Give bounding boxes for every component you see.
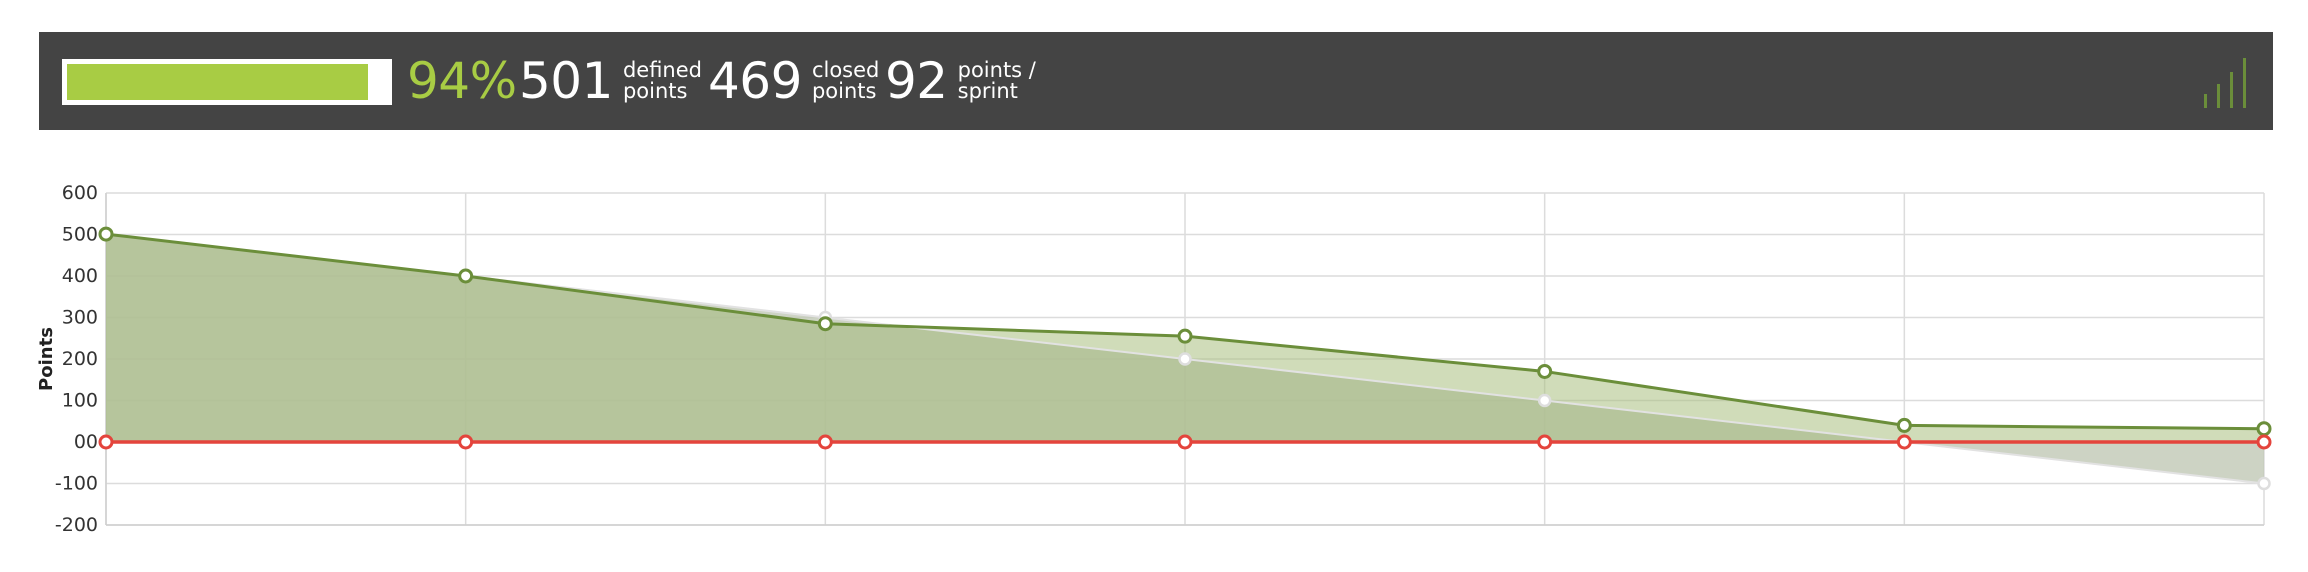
points-per-sprint-label-line1: points / <box>957 58 1036 82</box>
burndown-chart: 600 500 400 300 200 100 00 -100 -200 Points <box>0 160 2308 540</box>
chart-points <box>98 226 2272 491</box>
zero-point[interactable] <box>1896 434 1912 450</box>
y-tick-label: 500 <box>62 224 98 246</box>
y-tick-label: 200 <box>62 348 98 370</box>
defined-points-stat: 501 defined points <box>519 32 702 130</box>
y-tick-label: 00 <box>74 431 98 453</box>
actual-point[interactable] <box>1896 417 1912 433</box>
ideal-point[interactable] <box>1178 352 1192 366</box>
actual-point[interactable] <box>817 316 833 332</box>
defined-points-label: defined points <box>623 60 702 102</box>
ideal-point[interactable] <box>1537 393 1552 408</box>
points-per-sprint-value: 92 <box>885 52 948 110</box>
defined-points-label-line1: defined <box>622 58 702 82</box>
actual-point[interactable] <box>1177 328 1193 344</box>
signal-bar-3 <box>2230 72 2233 108</box>
closed-points-stat: 469 closed points <box>708 32 879 130</box>
zero-point[interactable] <box>817 434 833 450</box>
signal-bars-icon[interactable] <box>2201 54 2253 108</box>
points-per-sprint-label-line2: sprint <box>957 79 1018 103</box>
zero-point[interactable] <box>98 434 114 450</box>
closed-points-label: closed points <box>812 60 879 102</box>
actual-point[interactable] <box>2256 421 2272 437</box>
percent-stat: 94% <box>407 32 517 130</box>
closed-points-value: 469 <box>708 52 802 110</box>
percent-value: 94% <box>407 52 517 110</box>
zero-point[interactable] <box>1177 434 1193 450</box>
zero-point[interactable] <box>2256 434 2272 450</box>
y-tick-label: 300 <box>62 307 98 329</box>
signal-bar-4 <box>2243 58 2246 108</box>
ideal-point[interactable] <box>2257 476 2271 491</box>
defined-points-value: 501 <box>519 52 613 110</box>
defined-points-label-line2: points <box>622 79 688 103</box>
zero-point[interactable] <box>458 434 474 450</box>
summary-bar: 94% 501 defined points 469 closed points… <box>39 32 2273 130</box>
y-tick-label: 600 <box>62 182 98 204</box>
actual-point[interactable] <box>458 268 474 284</box>
y-tick-label: -200 <box>55 514 98 536</box>
signal-bar-2 <box>2217 84 2220 108</box>
signal-bar-1 <box>2204 94 2207 108</box>
actual-point[interactable] <box>98 226 114 242</box>
progress-fill <box>67 64 368 100</box>
y-tick-label: 100 <box>62 390 98 412</box>
y-tick-label: 400 <box>62 265 98 287</box>
closed-points-label-line2: points <box>811 79 877 103</box>
actual-point[interactable] <box>1537 363 1553 379</box>
y-axis-title: Points <box>36 327 57 391</box>
closed-points-label-line1: closed <box>811 58 880 82</box>
y-axis-ticks: 600 500 400 300 200 100 00 -100 -200 <box>55 182 98 536</box>
y-tick-label: -100 <box>55 473 98 495</box>
burndown-chart-svg: 600 500 400 300 200 100 00 -100 -200 Points <box>36 182 2272 536</box>
ideal-overlap-area <box>106 234 2264 484</box>
zero-point[interactable] <box>1537 434 1553 450</box>
points-per-sprint-label: points / sprint <box>958 60 1036 102</box>
points-per-sprint-stat: 92 points / sprint <box>885 32 1036 130</box>
progress-bar <box>62 59 392 105</box>
